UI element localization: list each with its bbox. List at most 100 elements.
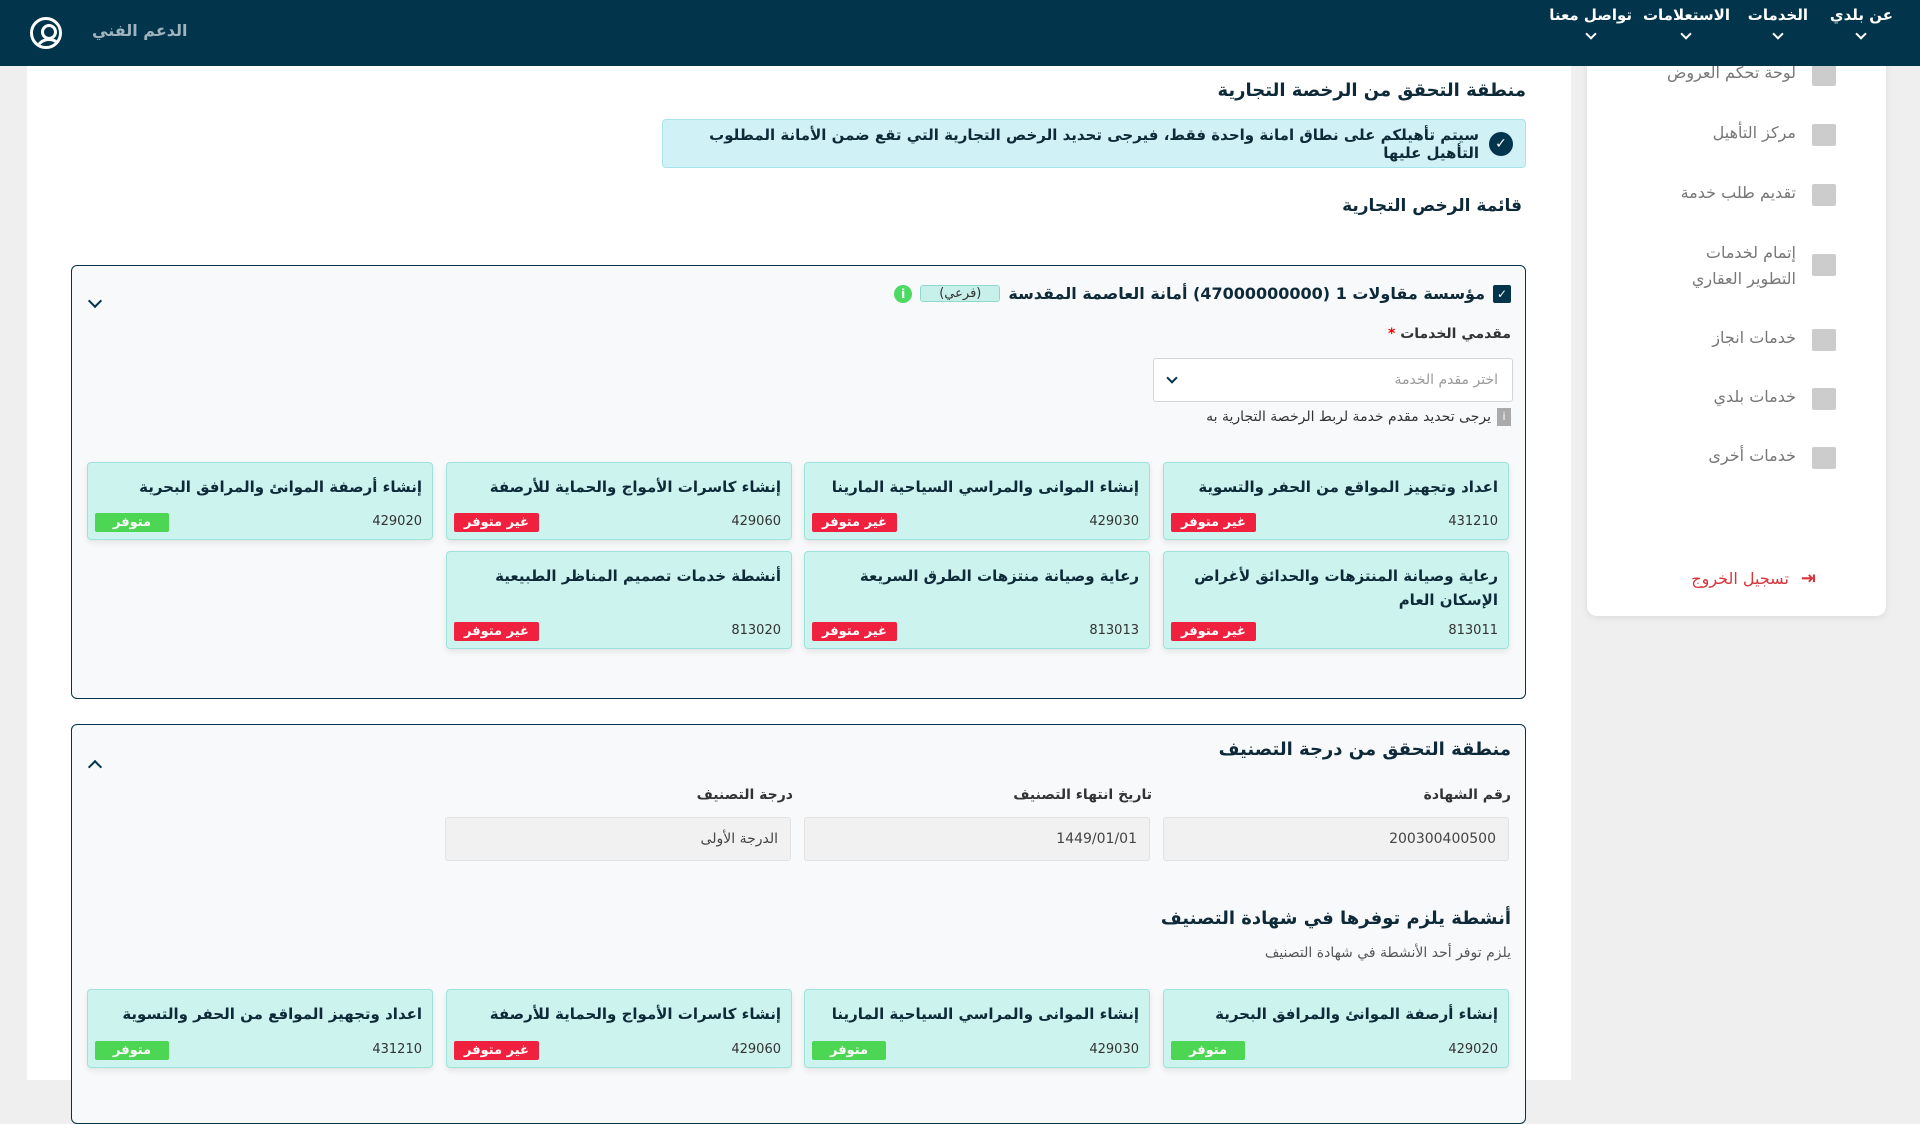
- status-badge: متوفر: [95, 513, 170, 532]
- info-alert: ✓ سيتم تأهيلكم على نطاق امانة واحدة فقط، …: [662, 119, 1526, 168]
- required-mark: *: [1388, 326, 1396, 342]
- activity-card: رعاية وصيانة المنتزهات والحدائق لأغراض ا…: [1163, 551, 1509, 649]
- license-checkbox[interactable]: ✓: [1493, 284, 1511, 303]
- provider-select[interactable]: اختر مقدم الخدمة: [1153, 358, 1513, 402]
- status-badge: غير متوفر: [812, 622, 897, 641]
- status-badge: متوفر: [1171, 1041, 1246, 1060]
- certificate-number-field: 200300400500: [1163, 817, 1509, 861]
- sidebar-item-service-request[interactable]: تقديم طلب خدمة: [1681, 180, 1836, 206]
- sidebar-item-qualification-center[interactable]: مركز التأهيل: [1713, 120, 1836, 146]
- activity-code: 429030: [1089, 514, 1139, 529]
- activity-title: اعداد وتجهيز المواقع من الحفر والتسوية: [1198, 478, 1498, 496]
- activity-card: إنشاء الموانى والمراسي السياحية المارينا…: [804, 989, 1150, 1068]
- field-label: درجة التصنيف: [696, 787, 793, 803]
- nav-about[interactable]: عن بلدي: [1829, 6, 1893, 40]
- top-header: عن بلدي الخدمات الاستعلامات تواصل معنا ا…: [0, 0, 1920, 66]
- status-badge: غير متوفر: [454, 622, 539, 641]
- sidebar-item-offers-dashboard[interactable]: لوحة تحكم العروض: [1667, 60, 1836, 86]
- activities-subtitle: يلزم توفر أحد الأنشطة في شهادة التصنيف: [1264, 945, 1511, 961]
- license-panel: ✓ مؤسسة مقاولات 1 (47000000000) أمانة ال…: [71, 265, 1526, 699]
- sidebar: لوحة تحكم العروض مركز التأهيل تقديم طلب …: [1587, 40, 1886, 616]
- activity-card: اعداد وتجهيز المواقع من الحفر والتسوية 4…: [87, 989, 433, 1068]
- sidebar-item-balady[interactable]: خدمات بلدي: [1713, 384, 1836, 410]
- activity-code: 431210: [372, 1042, 422, 1057]
- sidebar-item-label: إتمام لخدمات التطوير العقاري: [1691, 243, 1796, 288]
- chevron-down-icon: [1584, 28, 1597, 40]
- provider-hint: i يرجى تحديد مقدم خدمة لربط الرخصة التجار…: [1206, 408, 1511, 426]
- activity-title: أنشطة خدمات تصميم المناظر الطبيعية: [495, 567, 781, 585]
- status-badge: غير متوفر: [1171, 622, 1256, 641]
- dashboard-icon: [1812, 447, 1836, 469]
- logout-label: تسجيل الخروج: [1691, 569, 1789, 588]
- activity-title: إنشاء أرصفة الموانئ والمرافق البحرية: [139, 478, 422, 496]
- activity-code: 429060: [731, 1042, 781, 1057]
- support-link[interactable]: الدعم الفني: [92, 21, 188, 40]
- activity-title: رعاية وصيانة منتزهات الطرق السريعة: [859, 567, 1139, 585]
- label-text: مقدمي الخدمات: [1400, 326, 1511, 342]
- chevron-up-icon[interactable]: [87, 759, 103, 775]
- activities-title: أنشطة يلزم توفرها في شهادة التصنيف: [1160, 908, 1511, 929]
- sidebar-item-label: خدمات بلدي: [1713, 387, 1796, 406]
- nav-label: عن بلدي: [1829, 6, 1893, 24]
- dashboard-icon: [1812, 64, 1836, 86]
- expiry-date-field: 1449/01/01: [804, 817, 1150, 861]
- sidebar-item-label: خدمات أخرى: [1708, 446, 1796, 465]
- activity-code: 813020: [731, 623, 781, 638]
- logout-icon: ⇥: [1800, 568, 1816, 589]
- folder-icon: [1812, 184, 1836, 206]
- info-icon: i: [1497, 408, 1511, 426]
- nav-label: الاستعلامات: [1642, 6, 1730, 24]
- activity-code: 431210: [1448, 514, 1498, 529]
- alert-text: سيتم تأهيلكم على نطاق امانة واحدة فقط، ف…: [709, 125, 1479, 162]
- sidebar-item-injaz[interactable]: خدمات انجاز: [1712, 325, 1836, 351]
- activity-title: إنشاء كاسرات الأمواج والحماية للأرصفة: [489, 1005, 781, 1023]
- activity-code: 429030: [1089, 1042, 1139, 1057]
- status-badge: متوفر: [95, 1041, 170, 1060]
- activity-card: رعاية وصيانة منتزهات الطرق السريعة 81301…: [804, 551, 1150, 649]
- activity-title: إنشاء الموانى والمراسي السياحية المارينا: [831, 478, 1139, 496]
- sidebar-item-other[interactable]: خدمات أخرى: [1708, 443, 1836, 469]
- field-label: رقم الشهادة: [1423, 787, 1511, 803]
- nav-inquiries[interactable]: الاستعلامات: [1642, 6, 1730, 40]
- field-label: تاريخ انتهاء التصنيف: [1013, 787, 1152, 803]
- activity-title: رعاية وصيانة المنتزهات والحدائق لأغراض ا…: [1194, 567, 1498, 609]
- chevron-down-icon: [1680, 28, 1693, 40]
- activity-card: اعداد وتجهيز المواقع من الحفر والتسوية 4…: [1163, 462, 1509, 540]
- activity-card: أنشطة خدمات تصميم المناظر الطبيعية 81302…: [446, 551, 792, 649]
- dashboard-icon: [1812, 329, 1836, 351]
- nav-services[interactable]: الخدمات: [1747, 6, 1808, 40]
- activity-title: اعداد وتجهيز المواقع من الحفر والتسوية: [122, 1005, 422, 1023]
- activity-code: 429020: [372, 514, 422, 529]
- activity-card: إنشاء كاسرات الأمواج والحماية للأرصفة 42…: [446, 462, 792, 540]
- sidebar-item-label: تقديم طلب خدمة: [1680, 183, 1796, 202]
- activity-title: إنشاء كاسرات الأمواج والحماية للأرصفة: [489, 478, 781, 496]
- chevron-down-icon: [1166, 372, 1178, 384]
- activity-code: 429020: [1448, 1042, 1498, 1057]
- classification-title: منطقة التحقق من درجة التصنيف: [1218, 739, 1511, 760]
- select-placeholder: اختر مقدم الخدمة: [1394, 372, 1498, 388]
- building-icon: [1812, 254, 1836, 276]
- nav-label: تواصل معنا: [1549, 6, 1632, 24]
- table-icon: [1812, 124, 1836, 146]
- user-circle-icon[interactable]: [30, 17, 62, 49]
- license-section-title: منطقة التحقق من الرخصة التجارية: [1217, 80, 1526, 101]
- status-badge: غير متوفر: [1171, 513, 1256, 532]
- sidebar-item-label: خدمات انجاز: [1712, 328, 1796, 347]
- status-badge: غير متوفر: [454, 1041, 539, 1060]
- grade-field: الدرجة الأولى: [445, 817, 791, 861]
- logout-button[interactable]: ⇥ تسجيل الخروج: [1691, 568, 1816, 589]
- chevron-down-icon[interactable]: [87, 293, 103, 309]
- check-circle-icon: ✓: [1489, 131, 1513, 156]
- activity-title: إنشاء الموانى والمراسي السياحية المارينا: [831, 1005, 1139, 1023]
- activity-card: إنشاء كاسرات الأمواج والحماية للأرصفة 42…: [446, 989, 792, 1068]
- sidebar-item-real-estate[interactable]: إتمام لخدمات التطوير العقاري: [1666, 240, 1836, 292]
- folder-icon: [1812, 388, 1836, 410]
- activity-code: 813011: [1448, 623, 1498, 638]
- status-badge: غير متوفر: [812, 513, 897, 532]
- providers-label: مقدمي الخدمات *: [1388, 326, 1511, 342]
- nav-contact[interactable]: تواصل معنا: [1549, 6, 1632, 40]
- activity-card: إنشاء الموانى والمراسي السياحية المارينا…: [804, 462, 1150, 540]
- branch-tag: (فرعي): [920, 285, 1001, 302]
- info-icon[interactable]: i: [894, 284, 913, 303]
- nav-label: الخدمات: [1747, 6, 1808, 24]
